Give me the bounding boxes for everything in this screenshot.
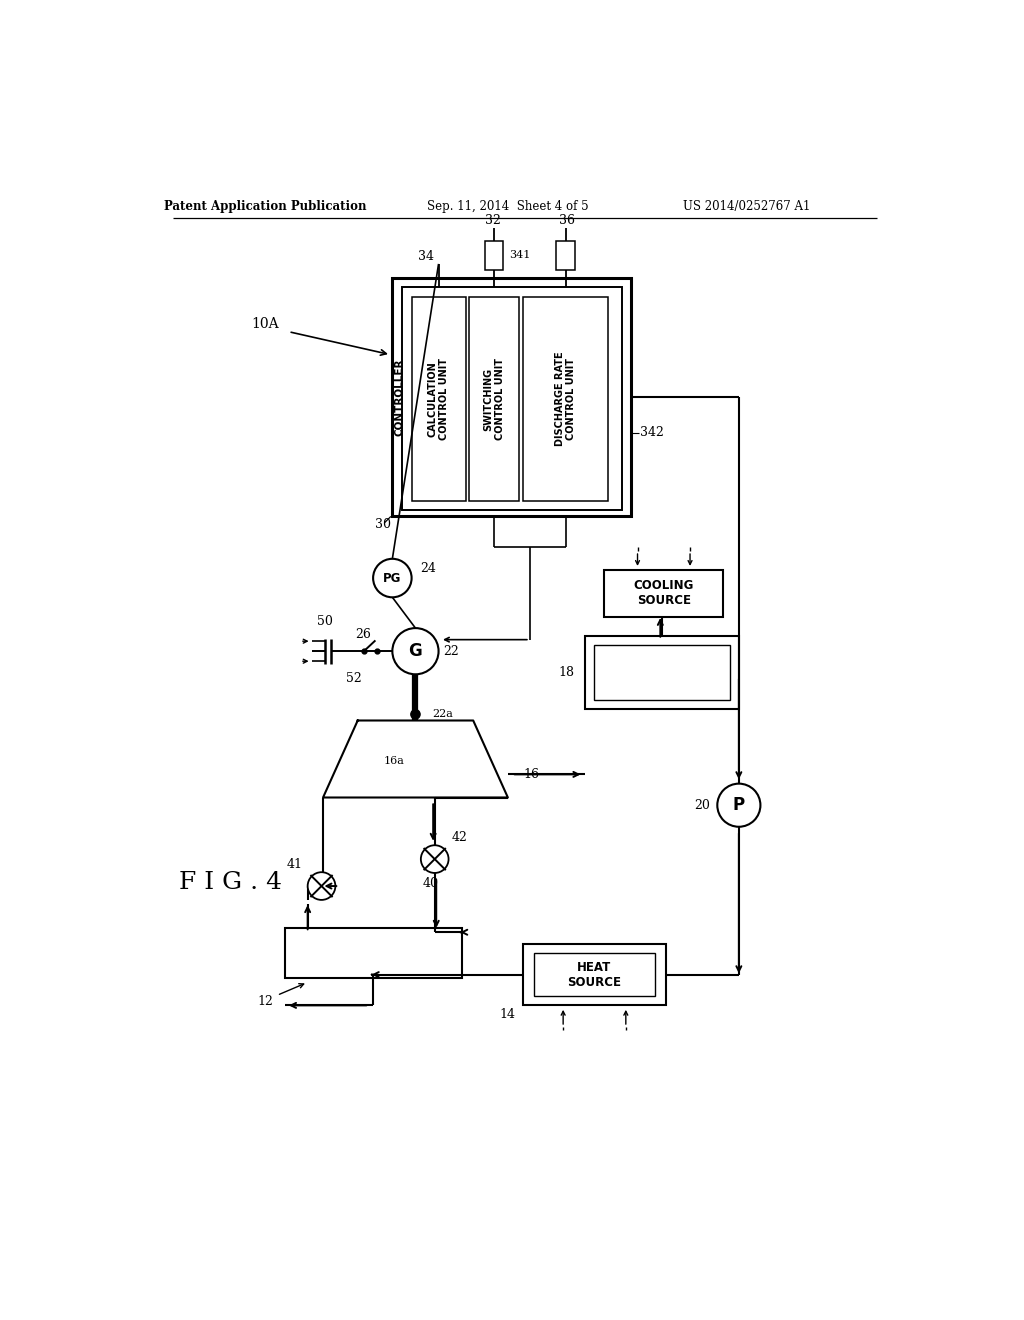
- Text: 40: 40: [423, 878, 439, 890]
- Text: G: G: [409, 643, 422, 660]
- Text: 18: 18: [558, 665, 574, 678]
- Text: 42: 42: [452, 832, 467, 843]
- Text: 32: 32: [484, 214, 501, 227]
- Text: 12: 12: [257, 995, 273, 1008]
- Text: CONTROLLER: CONTROLLER: [394, 358, 404, 436]
- Text: 341: 341: [509, 249, 530, 260]
- Text: HEAT
SOURCE: HEAT SOURCE: [567, 961, 622, 989]
- Text: 22a: 22a: [432, 709, 454, 719]
- Circle shape: [717, 784, 761, 826]
- Text: 20: 20: [694, 799, 710, 812]
- Text: 50: 50: [316, 615, 333, 628]
- Circle shape: [411, 710, 420, 719]
- Text: 26: 26: [355, 628, 371, 640]
- Bar: [484, 240, 503, 271]
- Circle shape: [421, 845, 449, 873]
- Text: SWITCHING
CONTROL UNIT: SWITCHING CONTROL UNIT: [483, 358, 505, 440]
- Text: F I G . 4: F I G . 4: [179, 871, 283, 894]
- Text: Sep. 11, 2014  Sheet 4 of 5: Sep. 11, 2014 Sheet 4 of 5: [427, 199, 589, 213]
- Bar: [585, 636, 739, 709]
- Text: US 2014/0252767 A1: US 2014/0252767 A1: [683, 199, 810, 213]
- Bar: [594, 645, 730, 700]
- Text: 41: 41: [287, 858, 302, 871]
- Bar: [604, 570, 724, 616]
- Text: 30: 30: [375, 517, 391, 531]
- Text: 342: 342: [640, 426, 665, 440]
- Bar: [402, 286, 622, 511]
- Text: 16: 16: [523, 768, 539, 781]
- Text: 36: 36: [559, 214, 575, 227]
- Text: 14: 14: [500, 1008, 516, 1022]
- Text: 10A: 10A: [252, 317, 280, 331]
- Bar: [556, 240, 574, 271]
- Text: COOLING
SOURCE: COOLING SOURCE: [634, 579, 694, 607]
- Text: 24: 24: [420, 562, 436, 576]
- Text: PG: PG: [383, 572, 401, 585]
- Bar: [535, 953, 655, 997]
- Text: Patent Application Publication: Patent Application Publication: [164, 199, 367, 213]
- Bar: [392, 277, 631, 516]
- Circle shape: [392, 628, 438, 675]
- Text: DISCHARGE RATE
CONTROL UNIT: DISCHARGE RATE CONTROL UNIT: [555, 351, 577, 446]
- Text: 22: 22: [443, 644, 459, 657]
- Text: 52: 52: [346, 672, 361, 685]
- Bar: [523, 297, 608, 502]
- Circle shape: [373, 558, 412, 597]
- Text: P: P: [733, 796, 744, 814]
- Text: 16a: 16a: [383, 755, 404, 766]
- Bar: [523, 944, 666, 1006]
- Circle shape: [307, 873, 336, 900]
- Bar: [412, 297, 466, 502]
- Text: CALCULATION
CONTROL UNIT: CALCULATION CONTROL UNIT: [428, 358, 450, 440]
- Bar: [469, 297, 519, 502]
- Bar: [285, 928, 462, 978]
- Text: 34: 34: [418, 249, 434, 263]
